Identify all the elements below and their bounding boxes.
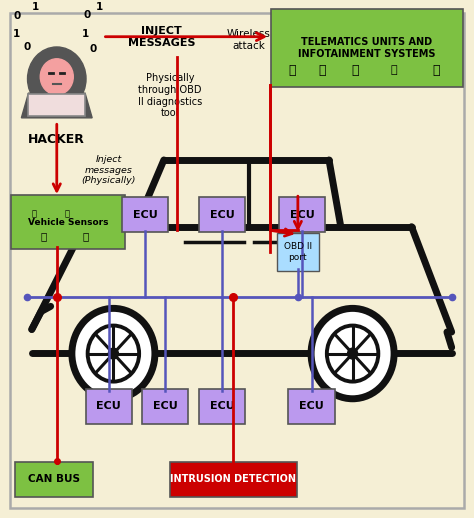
FancyBboxPatch shape xyxy=(86,389,132,424)
Text: 0: 0 xyxy=(23,42,31,52)
FancyBboxPatch shape xyxy=(28,94,85,117)
FancyBboxPatch shape xyxy=(199,389,245,424)
Text: INJECT
MESSAGES: INJECT MESSAGES xyxy=(128,26,195,48)
FancyBboxPatch shape xyxy=(279,197,325,233)
Text: ECU: ECU xyxy=(210,210,234,220)
FancyBboxPatch shape xyxy=(142,389,188,424)
Text: 1: 1 xyxy=(31,2,39,12)
Text: 0: 0 xyxy=(83,10,91,20)
Text: Vehicle Sensors: Vehicle Sensors xyxy=(28,218,109,226)
Text: 1: 1 xyxy=(82,29,89,39)
FancyBboxPatch shape xyxy=(11,195,125,249)
FancyBboxPatch shape xyxy=(271,9,463,87)
Text: 🔵: 🔵 xyxy=(318,64,326,77)
Text: HACKER: HACKER xyxy=(28,133,85,146)
FancyBboxPatch shape xyxy=(170,462,297,497)
Text: ECU: ECU xyxy=(133,210,157,220)
Text: ECU: ECU xyxy=(299,401,324,411)
Circle shape xyxy=(40,59,73,95)
Text: 🗺: 🗺 xyxy=(433,64,440,77)
Text: INTRUSION DETECTION: INTRUSION DETECTION xyxy=(171,474,296,484)
FancyBboxPatch shape xyxy=(277,233,319,271)
Text: 📍: 📍 xyxy=(391,65,397,75)
Text: ECU: ECU xyxy=(153,401,178,411)
Text: 0: 0 xyxy=(14,11,21,21)
Circle shape xyxy=(72,308,155,399)
Text: 0: 0 xyxy=(90,44,97,53)
Circle shape xyxy=(27,47,86,111)
FancyBboxPatch shape xyxy=(199,197,245,233)
Text: OBD II
port: OBD II port xyxy=(284,242,312,262)
Text: 📶: 📶 xyxy=(64,209,70,219)
Text: Inject
messages
(Physically): Inject messages (Physically) xyxy=(82,155,136,185)
Text: 🚗: 🚗 xyxy=(40,231,47,241)
FancyBboxPatch shape xyxy=(288,389,335,424)
Circle shape xyxy=(347,348,357,359)
Text: 📶: 📶 xyxy=(289,64,296,77)
Text: 🚕: 🚕 xyxy=(83,231,89,241)
Text: 📶: 📶 xyxy=(32,209,36,219)
Text: TELEMATICS UNITS AND
INFOTAINMENT SYSTEMS: TELEMATICS UNITS AND INFOTAINMENT SYSTEM… xyxy=(298,37,436,60)
Circle shape xyxy=(311,308,394,399)
Text: CAN BUS: CAN BUS xyxy=(28,474,80,484)
Text: 🎵: 🎵 xyxy=(351,64,359,77)
Text: ECU: ECU xyxy=(210,401,234,411)
Text: Physically
through OBD
II diagnostics
tool: Physically through OBD II diagnostics to… xyxy=(138,74,202,118)
Circle shape xyxy=(109,348,118,359)
Text: ECU: ECU xyxy=(290,210,314,220)
Text: 1: 1 xyxy=(13,29,20,39)
Text: 1: 1 xyxy=(96,2,103,12)
Text: Wireless
attack: Wireless attack xyxy=(227,30,271,51)
FancyBboxPatch shape xyxy=(122,197,168,233)
Text: ECU: ECU xyxy=(96,401,121,411)
Polygon shape xyxy=(21,93,92,118)
FancyBboxPatch shape xyxy=(15,462,93,497)
